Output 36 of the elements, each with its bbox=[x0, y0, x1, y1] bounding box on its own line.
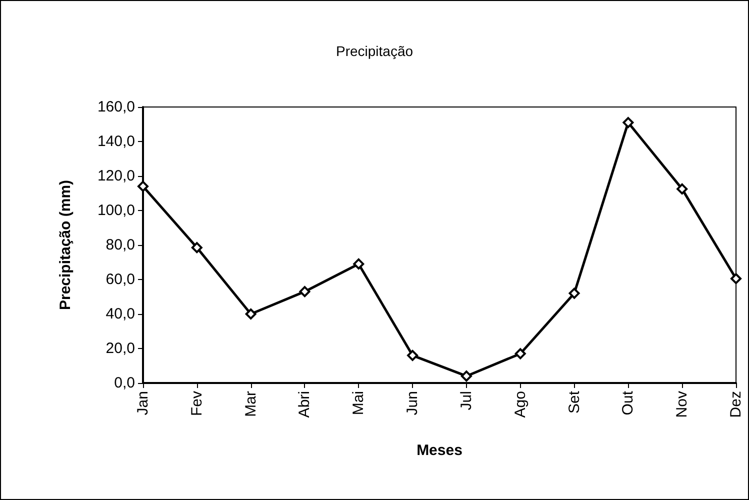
point bbox=[299, 286, 310, 298]
point bbox=[460, 370, 472, 382]
x-tick-label: Jun bbox=[404, 391, 422, 416]
point bbox=[245, 308, 256, 320]
x-tick-label: Fev bbox=[188, 390, 206, 416]
point bbox=[730, 273, 742, 284]
x-tick-label: Mai bbox=[350, 391, 368, 416]
y-tick-label: 80,0 bbox=[106, 236, 135, 254]
y-axis-title: Precipitação (mm) bbox=[57, 180, 74, 310]
x-tick-label: Jul bbox=[458, 391, 475, 410]
chart-title: Precipitação bbox=[336, 43, 414, 59]
x-tick-label: Jan bbox=[134, 391, 152, 416]
y-tick-label: 20,0 bbox=[106, 340, 135, 357]
x-tick-label: Mar bbox=[242, 391, 260, 417]
y-tick-label: 160,0 bbox=[97, 98, 135, 116]
y-tick-label: 0,0 bbox=[114, 374, 135, 392]
x-tick-label: Out bbox=[620, 390, 637, 416]
point bbox=[407, 350, 418, 361]
point bbox=[622, 117, 634, 128]
y-tick-label: 120,0 bbox=[97, 168, 135, 184]
x-axis-title: Meses bbox=[416, 442, 462, 459]
point bbox=[568, 288, 580, 299]
y-tick-label: 140,0 bbox=[97, 133, 135, 150]
point bbox=[514, 348, 526, 360]
x-tick-label: Ago bbox=[512, 391, 529, 418]
x-tick-label: Set bbox=[566, 390, 583, 414]
x-tick-label: Dez bbox=[728, 391, 744, 418]
y-tick-label: 40,0 bbox=[106, 306, 135, 322]
y-tick-label: 60,0 bbox=[106, 271, 135, 288]
y-tick-label: 100,0 bbox=[97, 202, 135, 219]
x-tick-label: Nov bbox=[674, 390, 691, 418]
point bbox=[138, 180, 148, 192]
point bbox=[191, 242, 202, 254]
x-tick-label: Abri bbox=[296, 391, 314, 418]
point bbox=[353, 258, 364, 270]
point bbox=[676, 183, 688, 194]
